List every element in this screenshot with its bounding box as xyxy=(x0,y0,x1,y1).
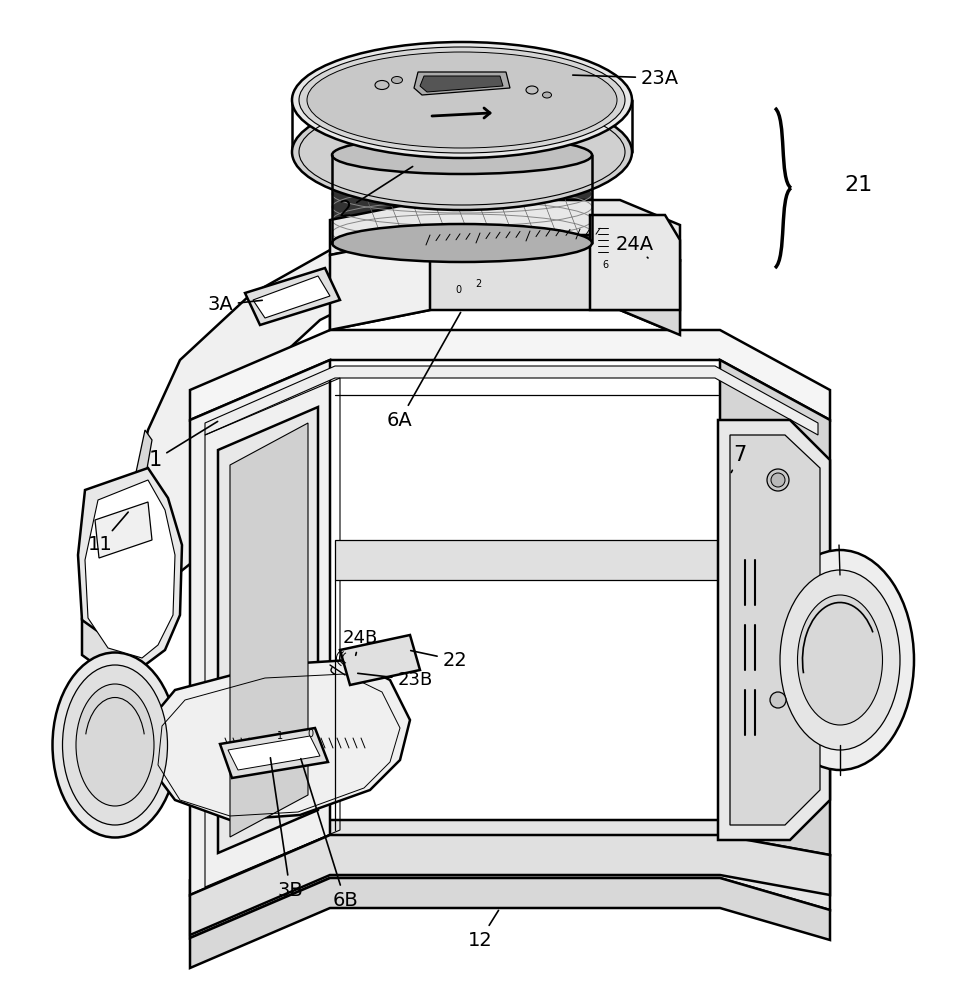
Polygon shape xyxy=(253,276,330,318)
Polygon shape xyxy=(190,835,830,935)
Text: 12: 12 xyxy=(468,910,498,950)
Ellipse shape xyxy=(299,47,625,153)
Polygon shape xyxy=(330,200,680,260)
Text: 23B: 23B xyxy=(358,671,433,689)
Polygon shape xyxy=(590,215,680,310)
Polygon shape xyxy=(190,360,330,895)
Polygon shape xyxy=(90,695,143,720)
Ellipse shape xyxy=(52,652,177,838)
Polygon shape xyxy=(78,468,182,665)
Polygon shape xyxy=(128,430,170,580)
Polygon shape xyxy=(330,235,680,335)
Polygon shape xyxy=(414,72,510,95)
Text: 24A: 24A xyxy=(616,235,654,258)
Text: 11: 11 xyxy=(88,512,128,554)
Ellipse shape xyxy=(332,136,592,174)
Polygon shape xyxy=(228,736,320,770)
Text: 6: 6 xyxy=(602,260,608,270)
Polygon shape xyxy=(130,250,430,580)
Polygon shape xyxy=(218,407,318,853)
Polygon shape xyxy=(720,360,830,855)
Polygon shape xyxy=(230,423,308,837)
Text: 3B: 3B xyxy=(271,758,303,900)
Text: 24B: 24B xyxy=(342,629,378,655)
Polygon shape xyxy=(245,268,340,325)
Ellipse shape xyxy=(526,86,538,94)
Text: 0: 0 xyxy=(455,285,461,295)
Polygon shape xyxy=(205,366,818,435)
Ellipse shape xyxy=(780,570,900,750)
Ellipse shape xyxy=(332,224,592,262)
Polygon shape xyxy=(340,635,420,685)
Polygon shape xyxy=(718,420,830,840)
Polygon shape xyxy=(190,820,830,938)
Text: 1: 1 xyxy=(277,731,283,741)
Ellipse shape xyxy=(391,77,403,84)
Polygon shape xyxy=(95,502,152,558)
Ellipse shape xyxy=(375,81,389,90)
Polygon shape xyxy=(145,660,410,820)
Polygon shape xyxy=(85,480,175,658)
Text: 3A: 3A xyxy=(207,296,262,314)
Polygon shape xyxy=(420,76,503,92)
Polygon shape xyxy=(730,435,820,825)
Ellipse shape xyxy=(766,550,914,770)
Ellipse shape xyxy=(767,469,789,491)
Polygon shape xyxy=(190,878,830,968)
Ellipse shape xyxy=(771,473,785,487)
Text: 1: 1 xyxy=(148,421,218,470)
Polygon shape xyxy=(335,540,718,580)
Text: 2: 2 xyxy=(338,167,413,220)
Text: 22: 22 xyxy=(411,650,468,670)
Ellipse shape xyxy=(797,595,882,725)
Polygon shape xyxy=(82,620,145,700)
Polygon shape xyxy=(332,155,592,243)
Text: 23A: 23A xyxy=(573,68,679,88)
Ellipse shape xyxy=(770,692,786,708)
Polygon shape xyxy=(620,235,680,335)
Text: 6A: 6A xyxy=(388,312,461,430)
Ellipse shape xyxy=(307,52,617,148)
Text: 0: 0 xyxy=(307,729,313,739)
Text: 6B: 6B xyxy=(301,759,358,910)
Text: 7: 7 xyxy=(732,445,747,473)
Polygon shape xyxy=(220,728,328,778)
Polygon shape xyxy=(190,330,830,420)
Text: 2: 2 xyxy=(475,279,481,289)
Ellipse shape xyxy=(543,92,551,98)
Ellipse shape xyxy=(76,684,154,806)
Ellipse shape xyxy=(292,94,632,210)
Polygon shape xyxy=(330,235,430,330)
Text: 21: 21 xyxy=(844,175,872,195)
Ellipse shape xyxy=(63,665,168,825)
Ellipse shape xyxy=(292,42,632,158)
